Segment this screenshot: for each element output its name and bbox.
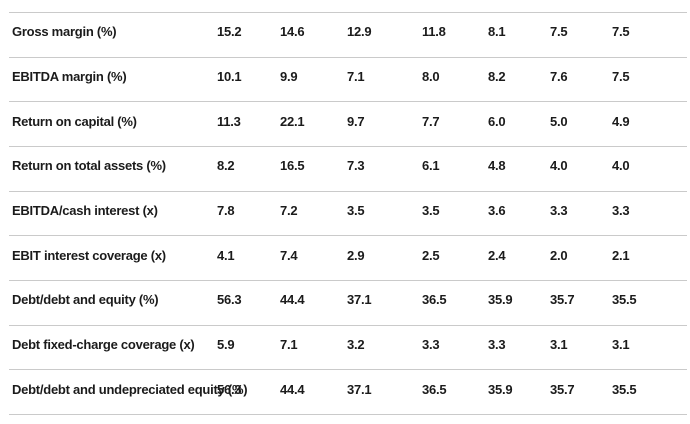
table-row: EBITDA margin (%) 10.1 9.9 7.1 8.0 8.2 7.6 7.5 — [9, 58, 687, 103]
row-label: Debt/debt and equity (%) — [12, 292, 159, 308]
row-label: Return on capital (%) — [12, 113, 137, 129]
row-value: 35.9 — [488, 381, 513, 397]
row-value: 2.5 — [422, 247, 440, 263]
row-value: 7.5 — [612, 24, 630, 40]
row-value: 16.5 — [280, 158, 305, 174]
row-value: 9.9 — [280, 68, 298, 84]
row-value: 5.9 — [217, 336, 235, 352]
row-value: 7.5 — [612, 68, 630, 84]
row-value: 35.7 — [550, 292, 575, 308]
row-value: 4.0 — [550, 158, 568, 174]
row-value: 7.4 — [280, 247, 298, 263]
row-value: 35.5 — [612, 381, 637, 397]
row-value: 3.1 — [612, 336, 630, 352]
financial-ratios-table: Gross margin (%) 15.2 14.6 12.9 11.8 8.1 7.5 7… — [9, 12, 687, 415]
row-value: 3.2 — [347, 336, 365, 352]
row-value: 3.3 — [550, 202, 568, 218]
row-value: 4.9 — [612, 113, 630, 129]
row-value: 35.7 — [550, 381, 575, 397]
row-value: 2.9 — [347, 247, 365, 263]
row-value: 35.5 — [612, 292, 637, 308]
table-row: EBIT interest coverage (x) 4.1 7.4 2.9 2.5 2… — [9, 236, 687, 281]
row-label: EBITDA/cash interest (x) — [12, 202, 158, 218]
row-value: 7.8 — [217, 202, 235, 218]
row-value: 14.6 — [280, 24, 305, 40]
table-row: Return on capital (%) 11.3 22.1 9.7 7.7 6.0 5… — [9, 102, 687, 147]
row-value: 7.5 — [550, 24, 568, 40]
row-value: 3.1 — [550, 336, 568, 352]
row-label: EBIT interest coverage (x) — [12, 247, 166, 263]
row-value: 7.6 — [550, 68, 568, 84]
row-value: 22.1 — [280, 113, 305, 129]
row-value: 10.1 — [217, 68, 242, 84]
row-value: 7.2 — [280, 202, 298, 218]
row-value: 11.3 — [217, 113, 241, 129]
row-value: 36.5 — [422, 381, 447, 397]
table-row: Debt/debt and equity (%) 56.3 44.4 37.1 36.… — [9, 281, 687, 326]
table-row: EBITDA/cash interest (x) 7.8 7.2 3.5 3.5 3.6… — [9, 192, 687, 237]
row-label: Return on total assets (%) — [12, 158, 166, 174]
row-value: 44.4 — [280, 381, 305, 397]
row-value: 11.8 — [422, 24, 446, 40]
row-label: Debt/debt and undepreciated equity (%) — [12, 381, 248, 397]
table-row: Return on total assets (%) 8.2 16.5 7.3 6.1… — [9, 147, 687, 192]
row-value: 4.0 — [612, 158, 630, 174]
row-value: 7.7 — [422, 113, 440, 129]
row-value: 7.1 — [280, 336, 298, 352]
row-value: 3.5 — [422, 202, 440, 218]
row-value: 2.0 — [550, 247, 568, 263]
row-value: 8.1 — [488, 24, 506, 40]
row-value: 3.3 — [488, 336, 506, 352]
row-value: 5.0 — [550, 113, 568, 129]
row-value: 3.6 — [488, 202, 506, 218]
row-value: 3.5 — [347, 202, 365, 218]
row-value: 56.3 — [217, 381, 242, 397]
row-value: 6.1 — [422, 158, 440, 174]
row-value: 2.4 — [488, 247, 506, 263]
row-value: 8.0 — [422, 68, 440, 84]
table-row: Debt fixed-charge coverage (x) 5.9 7.1 3.2… — [9, 326, 687, 371]
row-value: 2.1 — [612, 247, 630, 263]
row-value: 8.2 — [217, 158, 235, 174]
row-value: 37.1 — [347, 292, 372, 308]
row-value: 44.4 — [280, 292, 305, 308]
row-value: 36.5 — [422, 292, 447, 308]
row-value: 9.7 — [347, 113, 365, 129]
row-value: 6.0 — [488, 113, 506, 129]
row-label: EBITDA margin (%) — [12, 68, 127, 84]
row-value: 3.3 — [612, 202, 630, 218]
row-value: 35.9 — [488, 292, 513, 308]
row-value: 15.2 — [217, 24, 242, 40]
row-value: 4.1 — [217, 247, 235, 263]
table-row: Gross margin (%) 15.2 14.6 12.9 11.8 8.1 7.5 7… — [9, 13, 687, 58]
row-value: 7.1 — [347, 68, 365, 84]
row-label: Debt fixed-charge coverage (x) — [12, 336, 195, 352]
row-value: 3.3 — [422, 336, 440, 352]
row-label: Gross margin (%) — [12, 24, 117, 40]
row-value: 37.1 — [347, 381, 372, 397]
table-row: Debt/debt and undepreciated equity (%) 5… — [9, 370, 687, 415]
row-value: 7.3 — [347, 158, 365, 174]
row-value: 12.9 — [347, 24, 372, 40]
row-value: 4.8 — [488, 158, 506, 174]
row-value: 8.2 — [488, 68, 506, 84]
row-value: 56.3 — [217, 292, 242, 308]
